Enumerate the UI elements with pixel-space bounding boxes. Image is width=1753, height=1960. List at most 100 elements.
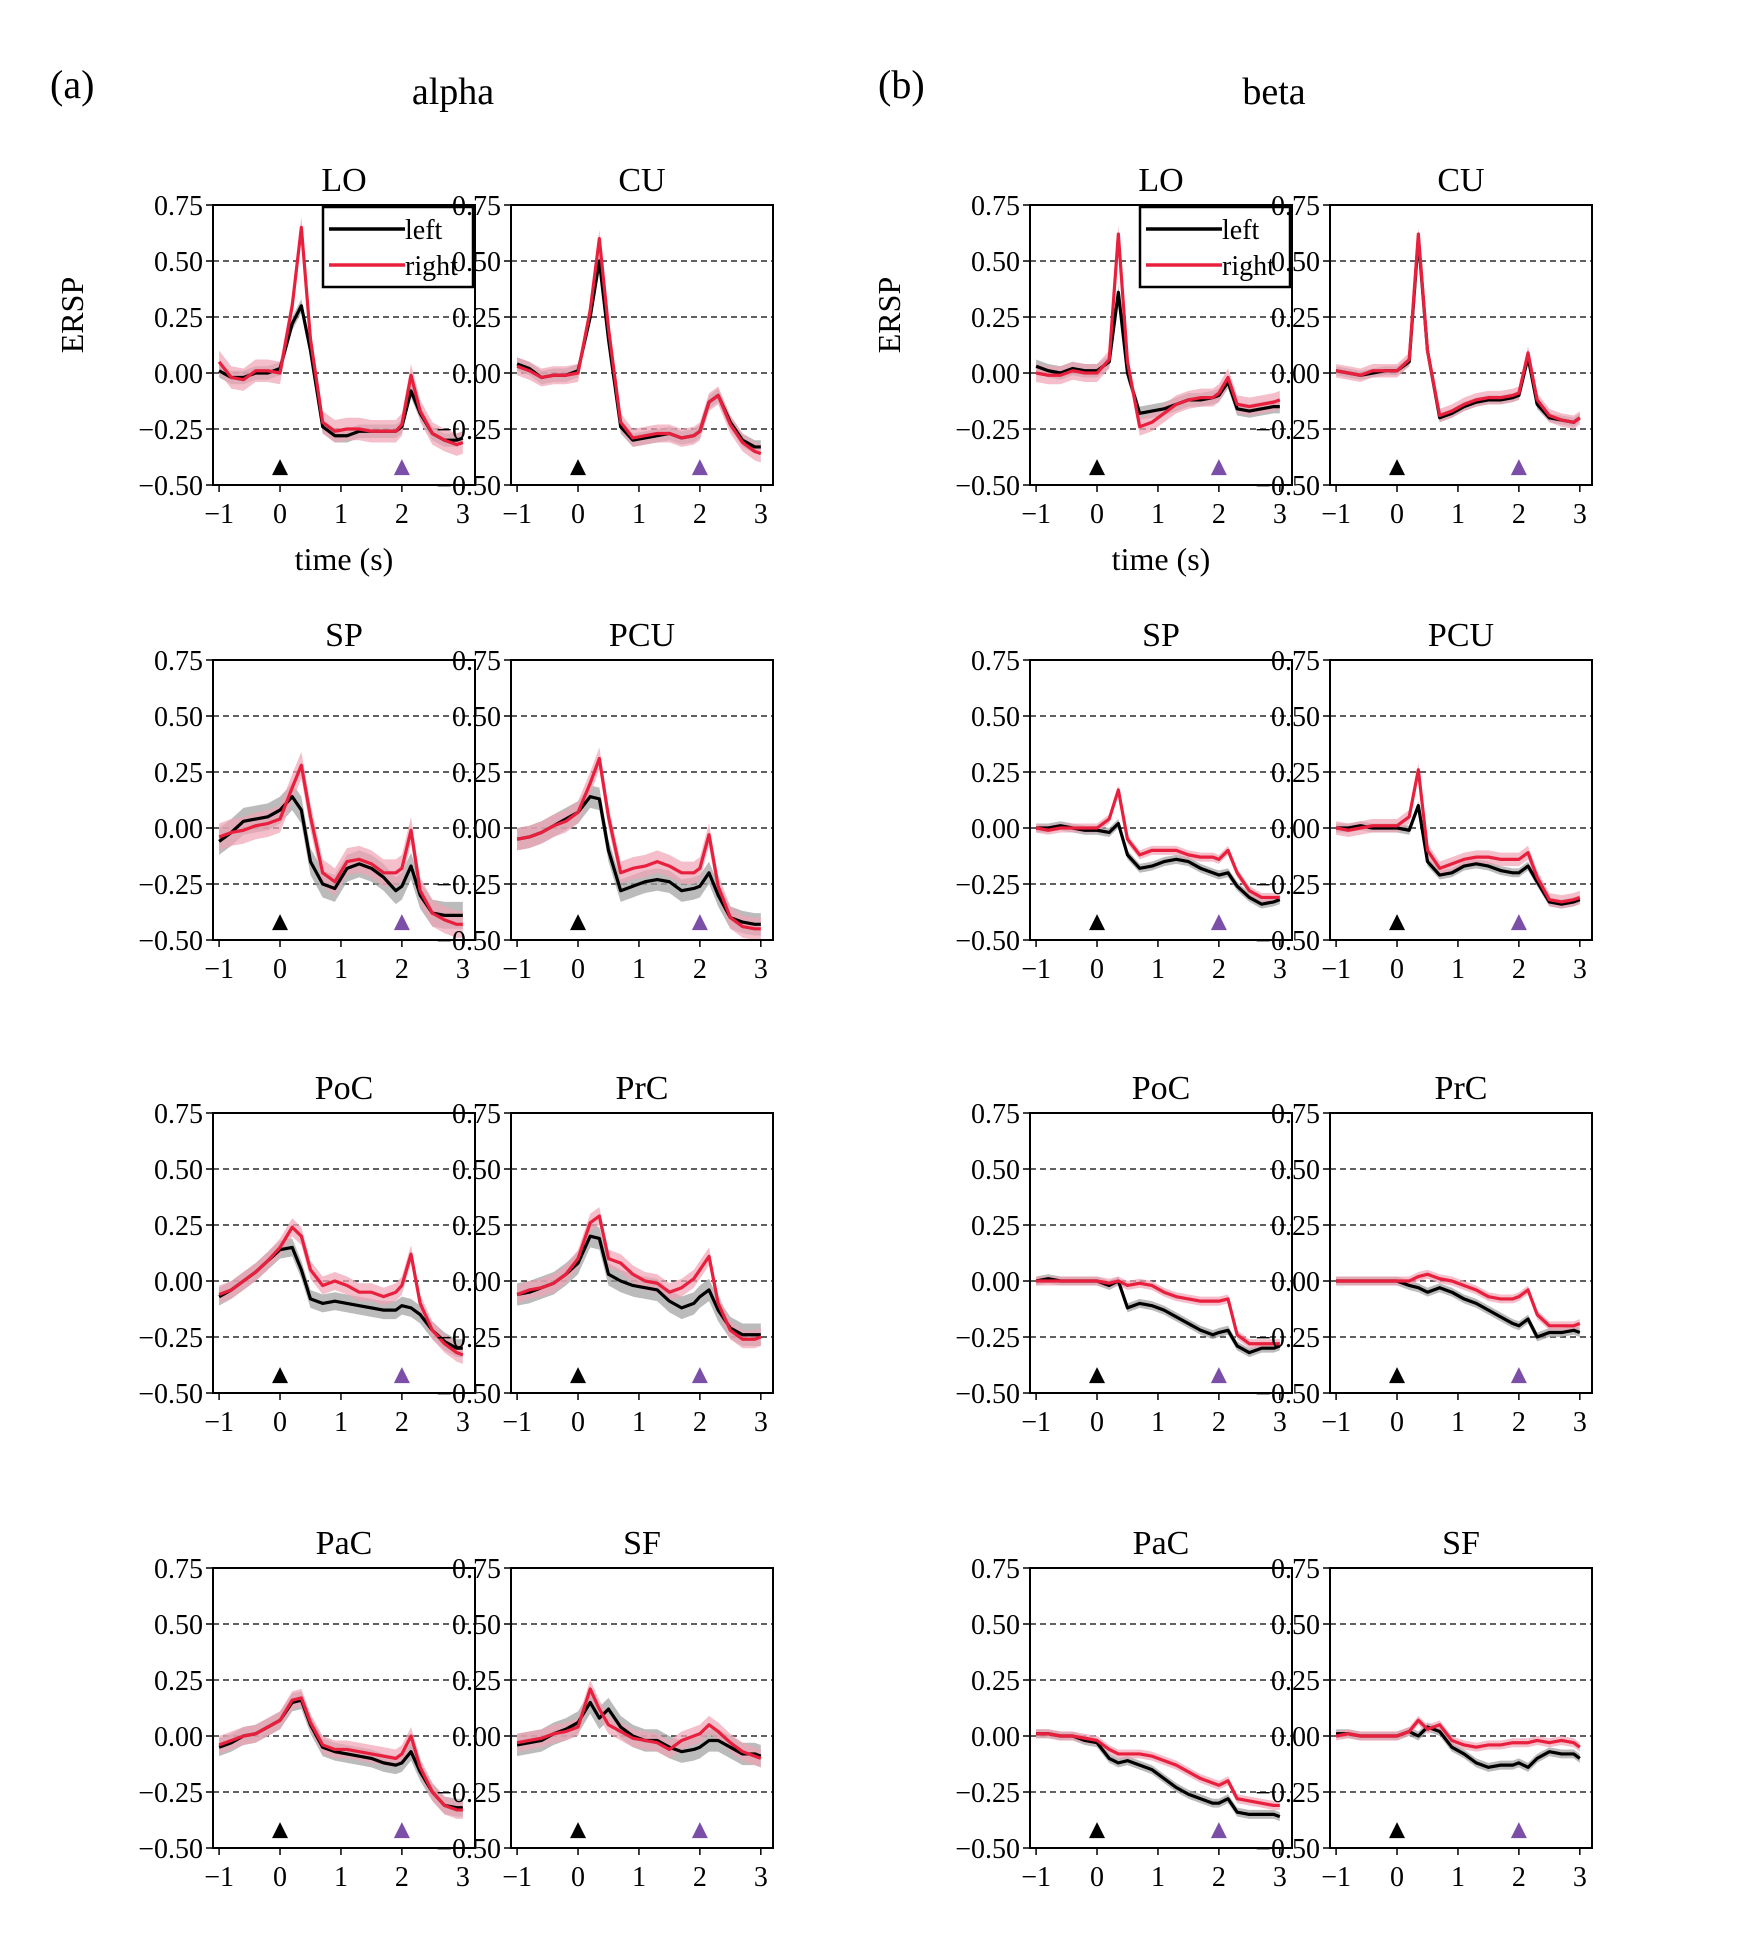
- x-tick-label: 1: [1151, 1407, 1165, 1438]
- marker-cue-icon: [1389, 1367, 1406, 1384]
- marker-target-icon: [691, 1367, 708, 1384]
- panel-title: PoC: [315, 1070, 374, 1107]
- y-tick-label: −0.50: [1255, 1379, 1320, 1410]
- error-band-right: [1336, 1715, 1580, 1752]
- x-tick-label: −1: [204, 499, 234, 530]
- y-axis-label: ERSP: [871, 277, 907, 353]
- x-tick-label: 3: [1573, 499, 1587, 530]
- y-tick-label: 0.75: [452, 191, 501, 222]
- x-tick-label: 1: [334, 499, 348, 530]
- y-tick-label: 0.25: [154, 1666, 203, 1697]
- y-tick-label: 0.25: [154, 1211, 203, 1242]
- marker-target-icon: [393, 1367, 410, 1384]
- y-tick-label: −0.50: [955, 1379, 1020, 1410]
- error-band-left: [219, 1238, 463, 1358]
- x-tick-label: 0: [273, 1407, 287, 1438]
- y-tick-label: −0.50: [436, 471, 501, 502]
- marker-target-icon: [393, 459, 410, 476]
- error-band-right: [219, 216, 463, 456]
- x-tick-label: 3: [754, 954, 768, 985]
- x-tick-label: 3: [1273, 1407, 1287, 1438]
- panel-beta-sf: SF −0.50 −0.25 0.00 0.25 0.50 0.75 −1 0 1 2 3: [1255, 1525, 1593, 1893]
- series-line-right: [1335, 1718, 1581, 1749]
- error-band-right: [1336, 227, 1580, 429]
- y-tick-label: 0.75: [1271, 1099, 1320, 1130]
- panel-title: CU: [1437, 162, 1484, 199]
- x-tick-label: 1: [334, 1407, 348, 1438]
- y-tick-label: 0.25: [971, 758, 1020, 789]
- panel-beta-sp: SP −0.50 −0.25 0.00 0.25 0.50 0.75 −1 0 1 2 3: [955, 617, 1293, 985]
- series-line-right: [1335, 768, 1581, 904]
- x-tick-label: −1: [1321, 499, 1351, 530]
- y-tick-label: −0.25: [138, 415, 203, 446]
- plot-frame: [212, 1567, 476, 1849]
- x-tick-label: 3: [754, 499, 768, 530]
- y-tick-label: 0.25: [154, 303, 203, 334]
- y-tick-label: −0.25: [436, 415, 501, 446]
- plot-frame: [212, 659, 476, 941]
- marker-cue-icon: [1089, 1822, 1106, 1839]
- y-tick-label: 0.75: [1271, 1554, 1320, 1585]
- y-tick-label: 0.00: [452, 359, 501, 390]
- legend-label-right: right: [1222, 251, 1275, 282]
- series-line-right: [516, 1687, 762, 1760]
- plot-frame: [1329, 204, 1593, 486]
- panel-title: PaC: [316, 1525, 373, 1562]
- y-tick-label: −0.50: [138, 1834, 203, 1865]
- y-tick-label: −0.50: [955, 926, 1020, 957]
- y-tick-label: −0.50: [1255, 926, 1320, 957]
- error-band-left: [517, 254, 761, 454]
- plot-frame: [510, 659, 774, 941]
- y-tick-label: −0.25: [955, 1778, 1020, 1809]
- y-tick-label: 0.50: [1271, 1155, 1320, 1186]
- x-tick-label: 2: [1212, 1862, 1226, 1893]
- y-tick-label: 0.50: [971, 247, 1020, 278]
- x-tick-label: 3: [754, 1862, 768, 1893]
- plot-frame: [1329, 1567, 1593, 1849]
- plot-frame: [1329, 659, 1593, 941]
- panel-title: LO: [1138, 162, 1183, 199]
- y-tick-label: 0.50: [154, 247, 203, 278]
- marker-target-icon: [691, 914, 708, 931]
- y-tick-label: 0.00: [971, 814, 1020, 845]
- y-tick-label: 0.00: [1271, 1267, 1320, 1298]
- x-tick-label: 2: [693, 1862, 707, 1893]
- series-line-right: [1035, 232, 1281, 429]
- y-tick-label: 0.00: [154, 814, 203, 845]
- x-tick-label: 0: [1390, 1862, 1404, 1893]
- y-tick-label: 0.00: [154, 359, 203, 390]
- x-tick-label: 2: [395, 1407, 409, 1438]
- panel-beta-poc: PoC −0.50 −0.25 0.00 0.25 0.50 0.75 −1 0 1 2 3: [955, 1070, 1293, 1438]
- x-tick-label: 1: [1451, 499, 1465, 530]
- marker-target-icon: [1510, 459, 1527, 476]
- y-tick-label: −0.25: [436, 870, 501, 901]
- marker-cue-icon: [1089, 914, 1106, 931]
- panel-title: PCU: [1428, 617, 1494, 654]
- plot-frame: [1029, 1112, 1293, 1394]
- x-tick-label: −1: [1321, 954, 1351, 985]
- x-tick-label: 1: [1451, 1862, 1465, 1893]
- series-line-right: [217, 225, 464, 447]
- y-tick-label: 0.50: [154, 702, 203, 733]
- y-tick-label: 0.00: [452, 814, 501, 845]
- x-tick-label: 0: [1090, 1407, 1104, 1438]
- y-tick-label: −0.50: [138, 1379, 203, 1410]
- x-tick-label: 3: [456, 499, 470, 530]
- y-tick-label: 0.50: [1271, 247, 1320, 278]
- x-tick-label: −1: [502, 1862, 532, 1893]
- y-tick-label: 0.25: [452, 1666, 501, 1697]
- marker-target-icon: [1210, 1822, 1227, 1839]
- y-tick-label: 0.25: [971, 1211, 1020, 1242]
- y-tick-label: −0.50: [1255, 471, 1320, 502]
- marker-cue-icon: [1389, 914, 1406, 931]
- panel-title: CU: [618, 162, 665, 199]
- x-tick-label: 2: [1212, 1407, 1226, 1438]
- panel-beta-cu: CU −0.50 −0.25 0.00 0.25 0.50 0.75 −1 0 1 2 3: [1255, 162, 1593, 530]
- error-band-right: [1336, 763, 1580, 909]
- legend-box: [321, 205, 475, 289]
- y-tick-label: −0.50: [436, 1834, 501, 1865]
- y-tick-label: 0.75: [154, 191, 203, 222]
- x-tick-label: −1: [204, 954, 234, 985]
- y-tick-label: −0.25: [1255, 415, 1320, 446]
- x-tick-label: 2: [693, 954, 707, 985]
